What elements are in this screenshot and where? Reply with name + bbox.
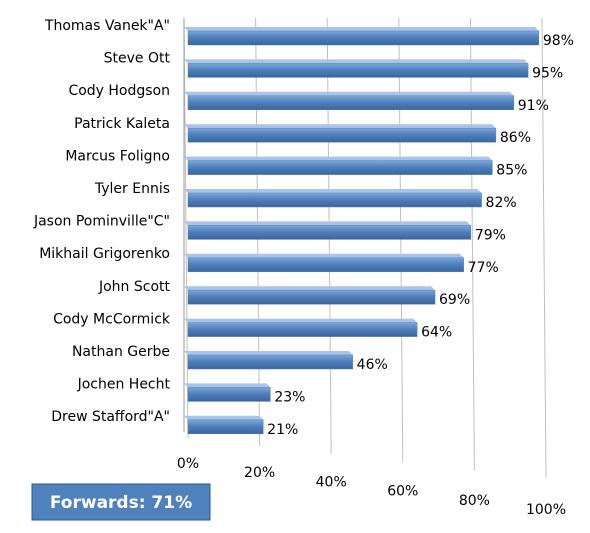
- bar-top: [184, 351, 353, 355]
- bar-top: [184, 221, 471, 226]
- annotation: Forwards: 71%: [50, 493, 192, 513]
- x-tick-label: 100%: [526, 502, 566, 518]
- bar-top: [184, 253, 464, 258]
- bars: 98% Thomas Vanek"A" 95% Steve Ott 91% Cody Ho…: [33, 18, 574, 438]
- bar-top: [184, 286, 436, 291]
- grid: 0% 20% 40% 60% 80% 100%: [177, 17, 566, 518]
- data-label: 91%: [518, 98, 549, 114]
- bar: [187, 192, 482, 208]
- bar-top: [184, 415, 264, 420]
- data-label: 79%: [475, 227, 506, 243]
- y-tick-label: Patrick Kaleta: [74, 116, 170, 132]
- bar-top: [184, 383, 271, 388]
- data-label: 64%: [421, 325, 452, 341]
- bar: [187, 257, 464, 273]
- bar-top: [184, 156, 493, 161]
- grid-line: [469, 17, 475, 471]
- data-label: 82%: [486, 195, 517, 211]
- data-label: 85%: [496, 163, 527, 179]
- bar-top: [184, 91, 514, 96]
- bar-top: [184, 59, 529, 64]
- data-label: 98%: [543, 33, 574, 49]
- y-tick-label: Cody Hodgson: [68, 83, 170, 99]
- bar-top: [184, 27, 539, 31]
- y-tick-label: Steve Ott: [104, 51, 171, 67]
- bar: [187, 322, 418, 337]
- x-tick-label: 40%: [316, 474, 347, 490]
- bar-top: [184, 318, 418, 323]
- y-tick-label: Nathan Gerbe: [72, 344, 170, 360]
- y-tick-label: Drew Stafford"A": [51, 409, 170, 425]
- grid-line: [398, 17, 404, 463]
- bar: [187, 95, 515, 111]
- data-label: 23%: [274, 389, 305, 405]
- bar: [187, 354, 353, 370]
- data-label: 69%: [439, 292, 470, 308]
- data-label: 95%: [532, 65, 563, 81]
- y-tick-label: Jochen Hecht: [77, 377, 171, 393]
- y-tick-label: Jason Pominville"C": [33, 214, 170, 230]
- grid-line: [183, 17, 189, 439]
- data-label: 86%: [500, 130, 531, 146]
- bar: [187, 127, 497, 143]
- bar: [187, 160, 493, 175]
- bar: [187, 63, 529, 78]
- x-tick-label: 80%: [459, 493, 490, 509]
- y-tick-label: Cody McCormick: [53, 311, 171, 327]
- data-label: 21%: [267, 422, 298, 438]
- bar: [187, 225, 472, 240]
- grid-line: [541, 17, 547, 479]
- data-label: 77%: [468, 260, 499, 276]
- bar: [187, 289, 436, 305]
- x-tick-label: 0%: [177, 456, 199, 472]
- bar: [187, 30, 540, 46]
- data-label: 46%: [357, 357, 388, 373]
- x-tick-label: 20%: [244, 465, 275, 481]
- y-tick-label: Thomas Vanek"A": [44, 18, 170, 34]
- y-tick-label: Tyler Ennis: [94, 181, 170, 197]
- y-tick-label: John Scott: [98, 279, 171, 295]
- y-tick-label: Mikhail Grigorenko: [39, 246, 170, 262]
- bar-top: [184, 124, 496, 129]
- bar-top: [184, 189, 482, 193]
- bar: [187, 387, 271, 402]
- bar: [187, 419, 264, 435]
- annotation-box: [31, 483, 211, 521]
- y-tick-label: Marcus Foligno: [65, 148, 170, 164]
- x-tick-label: 60%: [387, 484, 418, 500]
